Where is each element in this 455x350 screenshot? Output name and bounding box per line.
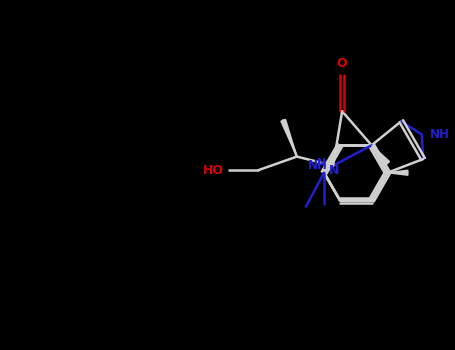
Polygon shape — [372, 145, 389, 165]
Text: HO: HO — [202, 164, 223, 177]
Text: NH: NH — [308, 159, 328, 172]
Polygon shape — [281, 119, 297, 156]
Text: NH: NH — [430, 128, 450, 141]
Text: O: O — [337, 57, 348, 70]
Text: N: N — [317, 158, 326, 168]
Polygon shape — [388, 170, 408, 175]
Text: N: N — [329, 164, 339, 177]
